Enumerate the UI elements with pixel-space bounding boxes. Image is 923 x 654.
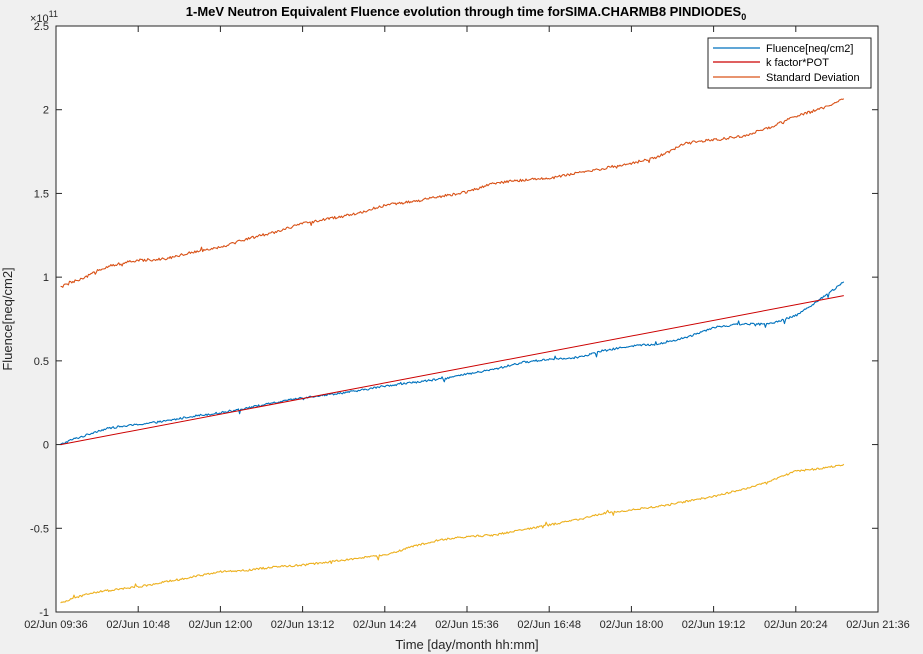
legend-label-stddev: Standard Deviation [766,72,860,84]
x-tick-label: 02/Jun 13:12 [271,619,335,631]
y-tick-label: -1 [39,607,49,619]
fluence-series-line [60,281,845,445]
legend-box [707,37,872,89]
x-axis-ticks: 02/Jun 09:36 02/Jun 10:48 02/Jun 12:00 02/J… [24,26,910,631]
series-layer [60,98,845,604]
x-tick-label: 02/Jun 12:00 [189,619,253,631]
x-tick-label: 02/Jun 16:48 [517,619,581,631]
y-tick-label: 0 [43,440,49,452]
stddev-series-line [60,98,845,288]
legend-label-kfactor: k factor*POT [766,57,829,69]
x-tick-label: 02/Jun 20:24 [764,619,828,631]
x-tick-label: 02/Jun 14:24 [353,619,417,631]
x-tick-label: 02/Jun 10:48 [106,619,170,631]
y-tick-label: 2 [43,105,49,117]
chart-title: 1-MeV Neutron Equivalent Fluence evoluti… [186,4,746,22]
x-tick-label: 02/Jun 15:36 [435,619,499,631]
y-axis-label: Fluence[neq/cm2] [0,267,15,370]
y-tick-label: -0.5 [30,523,49,535]
x-tick-label: 02/Jun 18:00 [600,619,664,631]
legend: Fluence[neq/cm2] k factor*POT Standard D… [707,37,872,89]
y-tick-label: 0.5 [34,356,49,368]
x-tick-label: 02/Jun 19:12 [682,619,746,631]
x-tick-label: 02/Jun 09:36 [24,619,88,631]
y-tick-label: 1.5 [34,188,49,200]
y-tick-label: 1 [43,272,49,284]
x-axis-label: Time [day/month hh:mm] [395,637,538,652]
kfactor-series-line [60,295,844,446]
y-exponent-label: ×1011 [30,9,58,25]
y-tick-label: 2.5 [34,21,49,33]
lower-bound-series-line [60,463,845,604]
x-tick-label: 02/Jun 21:36 [846,619,910,631]
y-axis-ticks: -1 -0.5 0 0.5 1 1.5 2 2.5 [30,21,878,619]
plot-area [55,25,879,613]
legend-label-fluence: Fluence[neq/cm2] [766,43,853,55]
